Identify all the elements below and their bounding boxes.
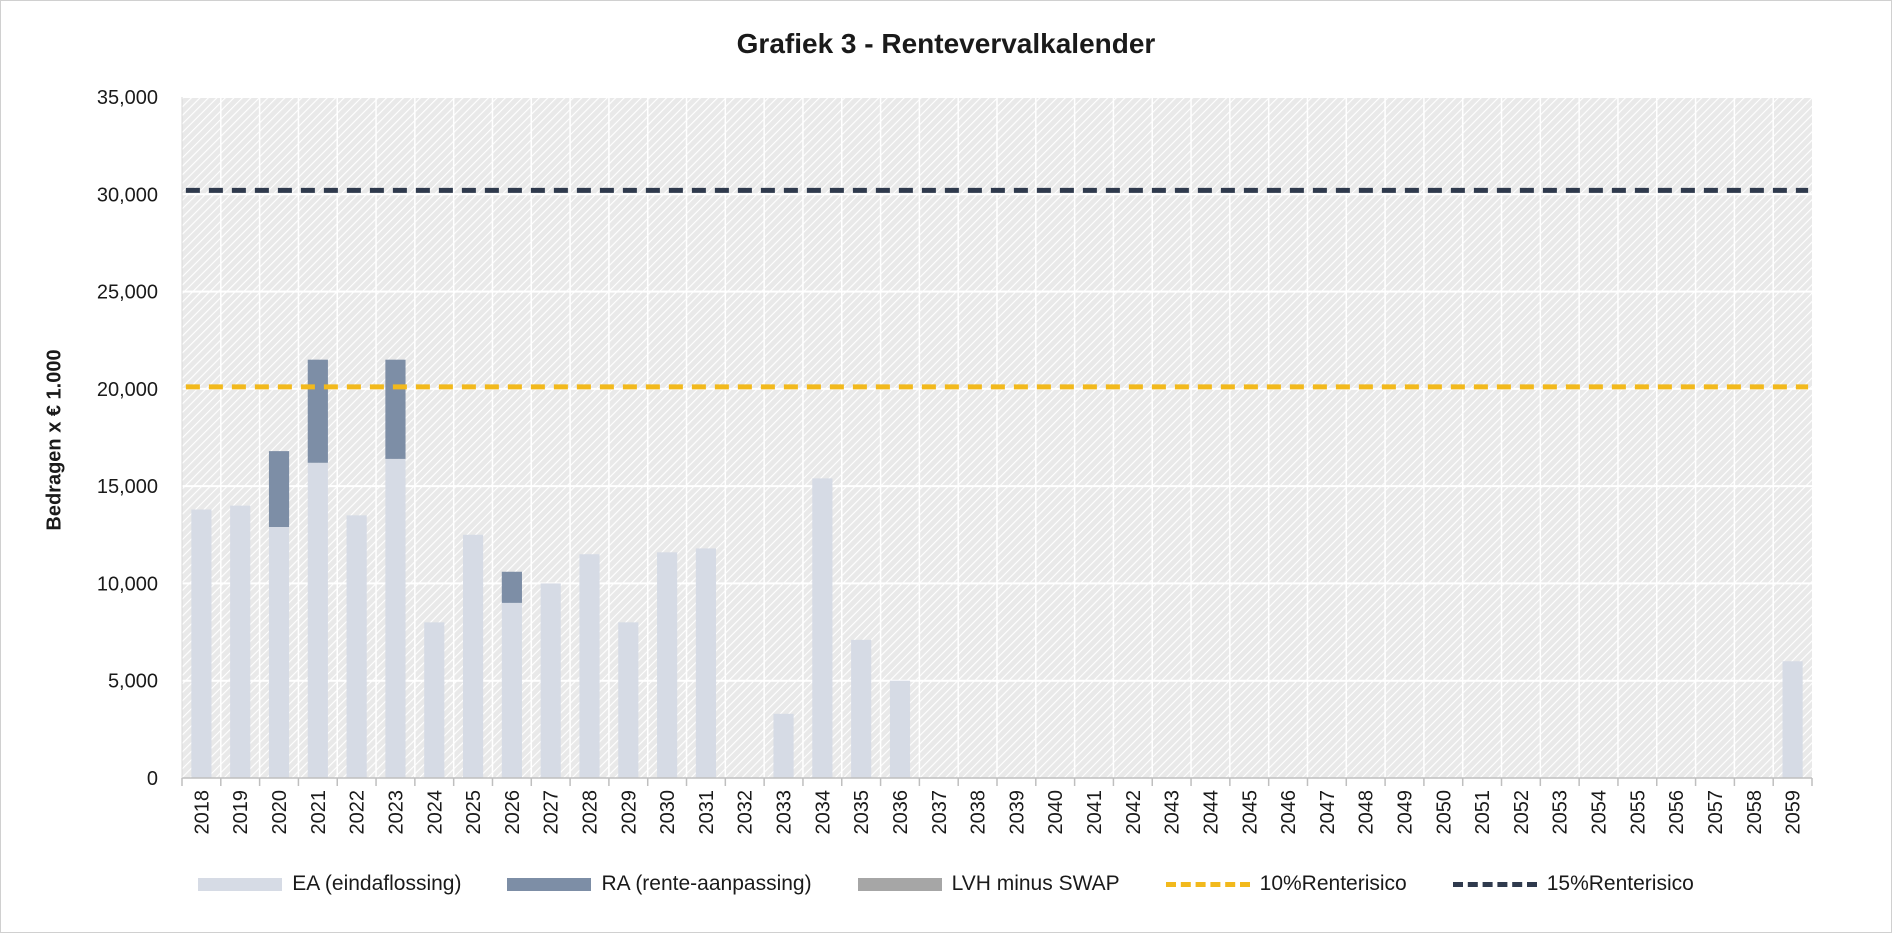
- bar-ea-2018: [191, 509, 212, 778]
- x-tick-label: 2051: [1472, 790, 1494, 835]
- chart-title: Grafiek 3 - Rentevervalkalender: [736, 28, 1156, 59]
- bar-ea-2026: [501, 602, 522, 778]
- legend-label-10pct: 10%Renterisico: [1259, 872, 1407, 895]
- x-tick-label: 2050: [1433, 790, 1455, 835]
- legend-item-10pct: 10%Renterisico: [1165, 872, 1407, 896]
- x-tick-label: 2046: [1278, 790, 1300, 835]
- bar-ea-2031: [695, 548, 717, 778]
- y-tick-label: 20,000: [97, 379, 158, 401]
- x-tick-label: 2023: [385, 790, 407, 835]
- x-tick-label: 2048: [1356, 790, 1378, 835]
- x-tick-label: 2047: [1317, 790, 1339, 835]
- legend-swatch-ra: [507, 877, 592, 891]
- legend: EA (eindaflossing) RA (rente-aanpassing)…: [0, 872, 1892, 896]
- y-tick-label: 10,000: [97, 573, 158, 595]
- x-tick-label: 2021: [308, 790, 330, 835]
- legend-item-lvh: LVH minus SWAP: [857, 872, 1120, 896]
- x-tick-label: 2044: [1200, 790, 1222, 835]
- x-tick-label: 2059: [1783, 790, 1805, 835]
- bar-ea-2030: [657, 552, 678, 778]
- bar-ea-2025: [462, 534, 484, 778]
- x-tick-label: 2039: [1006, 790, 1028, 835]
- legend-item-ea: EA (eindaflossing): [198, 872, 461, 896]
- bar-ea-2021: [307, 462, 328, 778]
- x-tick-label: 2024: [424, 790, 446, 835]
- legend-label-15pct: 15%Renterisico: [1546, 872, 1694, 895]
- legend-item-15pct: 15%Renterisico: [1452, 872, 1694, 896]
- x-tick-label: 2019: [230, 790, 252, 835]
- legend-swatch-lvh: [857, 877, 942, 891]
- bar-ea-2019: [230, 505, 251, 778]
- x-tick-label: 2020: [269, 790, 291, 835]
- y-tick-label: 25,000: [97, 282, 158, 304]
- x-tick-label: 2058: [1744, 790, 1766, 835]
- x-tick-label: 2054: [1589, 790, 1611, 835]
- x-tick-label: 2056: [1666, 790, 1688, 835]
- x-tick-label: 2027: [541, 790, 563, 835]
- x-tick-label: 2032: [735, 790, 757, 835]
- bar-ea-2024: [424, 622, 445, 778]
- x-tick-label: 2025: [463, 790, 485, 835]
- bar-ea-2033: [773, 713, 794, 778]
- legend-swatch-15pct: [1452, 881, 1537, 887]
- x-tick-label: 2043: [1162, 790, 1184, 835]
- x-tick-label: 2049: [1395, 790, 1417, 835]
- y-tick-label: 35,000: [97, 87, 158, 109]
- y-tick-label: 30,000: [97, 184, 158, 206]
- x-tick-label: 2030: [657, 790, 679, 835]
- legend-label-ra: RA (rente-aanpassing): [601, 872, 812, 895]
- bar-ea-2034: [812, 478, 833, 778]
- x-tick-label: 2035: [851, 790, 873, 835]
- legend-label-ea: EA (eindaflossing): [292, 872, 462, 895]
- x-tick-label: 2040: [1045, 790, 1067, 835]
- x-tick-label: 2026: [502, 790, 524, 835]
- x-tick-label: 2033: [774, 790, 796, 835]
- bar-ea-2029: [618, 622, 639, 778]
- bar-ea-2027: [540, 583, 561, 778]
- x-tick-label: 2036: [890, 790, 912, 835]
- bar-ea-2022: [346, 515, 367, 778]
- x-tick-label: 2053: [1550, 790, 1572, 835]
- y-tick-label: 0: [147, 768, 158, 790]
- bar-ea-2036: [889, 680, 911, 778]
- x-tick-label: 2057: [1705, 790, 1727, 835]
- x-tick-label: 2042: [1123, 790, 1145, 835]
- x-tick-label: 2038: [968, 790, 990, 835]
- bar-ra-2026: [501, 571, 522, 603]
- x-tick-label: 2034: [812, 790, 834, 835]
- x-tick-label: 2022: [347, 790, 369, 835]
- legend-swatch-ea: [198, 877, 283, 891]
- legend-label-lvh: LVH minus SWAP: [951, 872, 1120, 895]
- bar-ea-2035: [851, 639, 872, 778]
- x-tick-label: 2029: [618, 790, 640, 835]
- x-tick-label: 2041: [1084, 790, 1106, 835]
- bar-ra-2023: [385, 359, 406, 459]
- legend-item-ra: RA (rente-aanpassing): [507, 872, 812, 896]
- bar-ra-2021: [307, 359, 328, 463]
- x-tick-label: 2052: [1511, 790, 1533, 835]
- y-tick-label: 5,000: [108, 671, 158, 693]
- legend-swatch-10pct: [1165, 881, 1250, 887]
- bar-ra-2020: [268, 451, 290, 528]
- bar-ea-2028: [579, 554, 600, 778]
- bar-ea-2023: [385, 458, 406, 778]
- x-tick-label: 2055: [1627, 790, 1649, 835]
- x-tick-label: 2018: [191, 790, 213, 835]
- x-tick-label: 2045: [1239, 790, 1261, 835]
- chart-plot: 0 5,000 10,000 15,000 20,000 25,000 30,000 35,0…: [97, 87, 1813, 835]
- y-tick-label: 15,000: [97, 476, 158, 498]
- x-tick-label: 2028: [580, 790, 602, 835]
- bar-ea-2020: [268, 527, 290, 778]
- x-tick-label: 2031: [696, 790, 718, 835]
- bar-ea-2059: [1782, 661, 1803, 778]
- x-tick-label: 2037: [929, 790, 951, 835]
